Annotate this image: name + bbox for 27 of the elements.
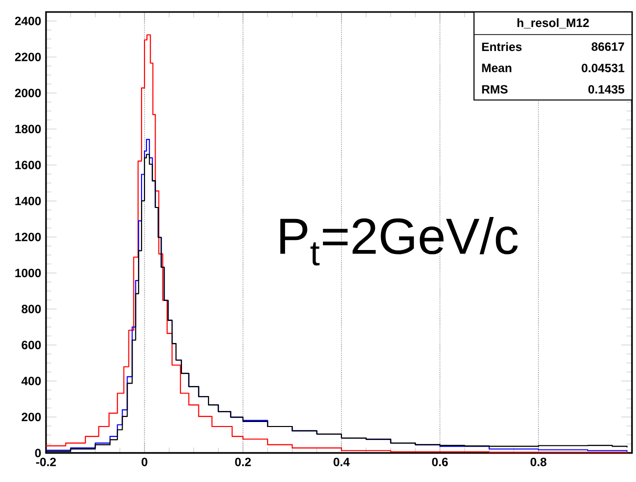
annotation: 0.1435 [588,85,624,94]
x-tick-label: 0.4 [334,458,350,466]
y-tick-label: 1800 [15,124,41,134]
x-tick-label: 0 [142,458,148,466]
y-tick-label: 0 [35,448,41,458]
y-tick-label: 2400 [15,16,41,26]
y-tick-label: 400 [21,376,41,386]
annotation: h_resol_M12 [517,18,589,28]
annotation: 86617 [592,42,624,51]
y-tick-label: 600 [22,340,41,350]
y-tick-label: 1400 [15,196,41,206]
y-tick-label: 1600 [15,160,41,170]
annotation: Entries [482,42,522,52]
y-tick-label: 800 [22,304,41,314]
annotation: Mean [482,64,512,72]
y-tick-label: 2200 [15,52,41,62]
y-tick-label: 2000 [15,88,41,98]
annotation: 0.04531 [582,64,624,72]
x-tick-label: -0.2 [36,458,56,466]
annotation: RMS [482,85,508,94]
y-tick-label: 200 [22,412,41,422]
x-tick-label: 0.8 [530,458,546,466]
annotation: P$_{t}$=2GeV/c [280,217,518,266]
y-tick-label: 1200 [15,232,41,242]
x-tick-label: 0.2 [235,458,251,466]
y-tick-label: 1000 [15,268,41,278]
x-tick-label: 0.6 [432,458,448,466]
